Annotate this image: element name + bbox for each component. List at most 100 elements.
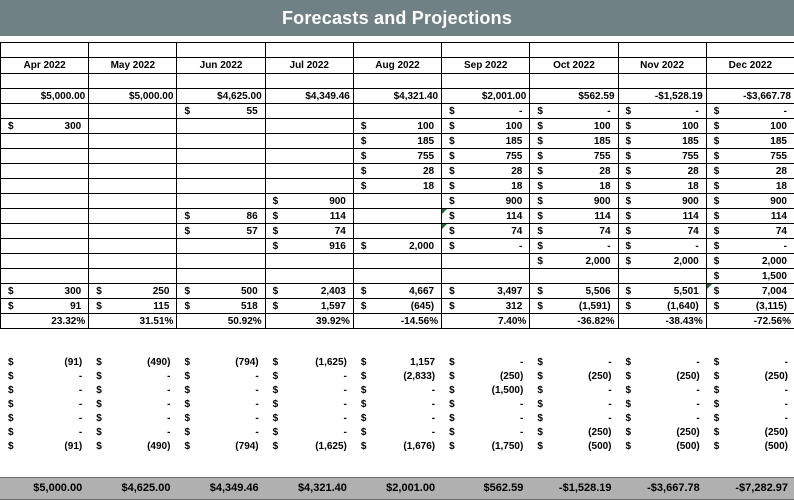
inflow-cell[interactable]: $- — [442, 104, 530, 119]
outflow-cell[interactable]: $- — [176, 397, 264, 411]
inflow-cell[interactable] — [618, 269, 706, 284]
inflow-cell[interactable]: $55 — [177, 104, 265, 119]
inflow-cell[interactable]: $28 — [530, 164, 618, 179]
inflow-cell[interactable]: $2,000 — [353, 239, 441, 254]
outflow-cell[interactable]: $- — [353, 411, 441, 425]
inflow-cell[interactable]: $755 — [618, 149, 706, 164]
inflow-cell[interactable] — [442, 269, 530, 284]
inflow-cell[interactable]: $185 — [530, 134, 618, 149]
outflow-cell[interactable]: $- — [529, 383, 617, 397]
total-inflow-cell[interactable]: $500 — [177, 284, 265, 299]
inflow-cell[interactable] — [1, 209, 89, 224]
inflow-cell[interactable]: $900 — [706, 194, 794, 209]
outflow-cell[interactable]: $- — [265, 411, 353, 425]
inflow-cell[interactable]: $28 — [442, 164, 530, 179]
inflow-cell[interactable] — [442, 254, 530, 269]
inflow-cell[interactable]: $114 — [618, 209, 706, 224]
column-header-nov-2022[interactable]: Nov 2022 — [618, 58, 706, 74]
margin-percent-cell[interactable]: -14.56% — [353, 314, 441, 329]
margin-percent-cell[interactable]: 50.92% — [177, 314, 265, 329]
outflow-cell[interactable]: $- — [0, 383, 88, 397]
margin-percent-cell[interactable]: 39.92% — [265, 314, 353, 329]
inflow-cell[interactable] — [1, 224, 89, 239]
inflow-cell[interactable]: $100 — [353, 119, 441, 134]
total-outflow-cell[interactable]: $(91) — [0, 439, 88, 453]
net-cell[interactable]: $91 — [1, 299, 89, 314]
net-cell[interactable]: $312 — [442, 299, 530, 314]
net-cell[interactable]: $115 — [89, 299, 177, 314]
outflow-cell[interactable]: $- — [176, 411, 264, 425]
outflow-cell[interactable]: $- — [618, 355, 706, 369]
outflow-cell[interactable]: $- — [265, 383, 353, 397]
total-outflow-cell[interactable]: $(1,625) — [265, 439, 353, 453]
beginning-balance-cell[interactable]: -$1,528.19 — [618, 89, 706, 104]
inflow-cell[interactable] — [177, 179, 265, 194]
inflow-cell[interactable]: $114 — [265, 209, 353, 224]
outflow-cell[interactable]: $(2,833) — [353, 369, 441, 383]
margin-percent-cell[interactable]: -38.43% — [618, 314, 706, 329]
inflow-cell[interactable] — [177, 194, 265, 209]
outflow-cell[interactable]: $- — [441, 397, 529, 411]
ending-balance-cell[interactable]: $2,001.00 — [353, 477, 441, 498]
inflow-cell[interactable]: $74 — [530, 224, 618, 239]
inflow-cell[interactable]: $74 — [442, 224, 530, 239]
inflow-cell[interactable]: $100 — [706, 119, 794, 134]
outflow-cell[interactable]: $(250) — [529, 425, 617, 439]
inflow-cell[interactable] — [353, 269, 441, 284]
inflow-cell[interactable]: $57 — [177, 224, 265, 239]
inflow-cell[interactable] — [177, 134, 265, 149]
outflow-cell[interactable]: $(250) — [706, 369, 794, 383]
beginning-balance-cell[interactable]: $4,349.46 — [265, 89, 353, 104]
inflow-cell[interactable]: $900 — [442, 194, 530, 209]
outflow-cell[interactable]: $- — [441, 355, 529, 369]
ending-balance-cell[interactable]: $4,321.40 — [265, 477, 353, 498]
inflow-cell[interactable] — [89, 164, 177, 179]
inflow-cell[interactable]: $300 — [1, 119, 89, 134]
margin-percent-cell[interactable]: -72.56% — [706, 314, 794, 329]
inflow-cell[interactable] — [1, 239, 89, 254]
ending-balance-cell[interactable]: $562.59 — [441, 477, 529, 498]
inflow-cell[interactable]: $114 — [706, 209, 794, 224]
outflow-cell[interactable]: $- — [265, 425, 353, 439]
outflow-cell[interactable]: $1,157 — [353, 355, 441, 369]
total-outflow-cell[interactable]: $(500) — [529, 439, 617, 453]
total-inflow-cell[interactable]: $300 — [1, 284, 89, 299]
outflow-cell[interactable]: $- — [88, 411, 176, 425]
outflow-cell[interactable]: $(250) — [618, 369, 706, 383]
column-header-dec-2022[interactable]: Dec 2022 — [706, 58, 794, 74]
beginning-balance-cell[interactable]: $2,001.00 — [442, 89, 530, 104]
net-cell[interactable]: $(3,115) — [706, 299, 794, 314]
inflow-cell[interactable] — [1, 164, 89, 179]
beginning-balance-cell[interactable]: $5,000.00 — [1, 89, 89, 104]
inflow-cell[interactable]: $900 — [618, 194, 706, 209]
ending-balance-cell[interactable]: -$3,667.78 — [618, 477, 706, 498]
inflow-cell[interactable]: $755 — [442, 149, 530, 164]
outflow-cell[interactable]: $- — [441, 411, 529, 425]
inflow-cell[interactable] — [353, 224, 441, 239]
net-cell[interactable]: $1,597 — [265, 299, 353, 314]
outflow-cell[interactable]: $(1,500) — [441, 383, 529, 397]
inflow-cell[interactable]: $900 — [530, 194, 618, 209]
inflow-cell[interactable] — [89, 119, 177, 134]
inflow-cell[interactable]: $- — [706, 239, 794, 254]
inflow-cell[interactable]: $86 — [177, 209, 265, 224]
inflow-cell[interactable]: $- — [530, 239, 618, 254]
column-header-oct-2022[interactable]: Oct 2022 — [530, 58, 618, 74]
inflow-cell[interactable] — [177, 239, 265, 254]
ending-balance-cell[interactable]: -$1,528.19 — [529, 477, 617, 498]
inflow-cell[interactable] — [89, 209, 177, 224]
inflow-cell[interactable] — [89, 194, 177, 209]
inflow-cell[interactable] — [89, 239, 177, 254]
outflow-cell[interactable]: $- — [353, 383, 441, 397]
column-header-jun-2022[interactable]: Jun 2022 — [177, 58, 265, 74]
inflow-cell[interactable] — [89, 134, 177, 149]
inflow-cell[interactable] — [1, 104, 89, 119]
outflow-cell[interactable]: $- — [529, 411, 617, 425]
inflow-cell[interactable]: $755 — [530, 149, 618, 164]
inflow-cell[interactable] — [265, 134, 353, 149]
inflow-cell[interactable]: $18 — [442, 179, 530, 194]
inflow-cell[interactable]: $- — [618, 239, 706, 254]
outflow-cell[interactable]: $(250) — [529, 369, 617, 383]
inflow-cell[interactable]: $100 — [618, 119, 706, 134]
outflow-cell[interactable]: $(250) — [706, 425, 794, 439]
